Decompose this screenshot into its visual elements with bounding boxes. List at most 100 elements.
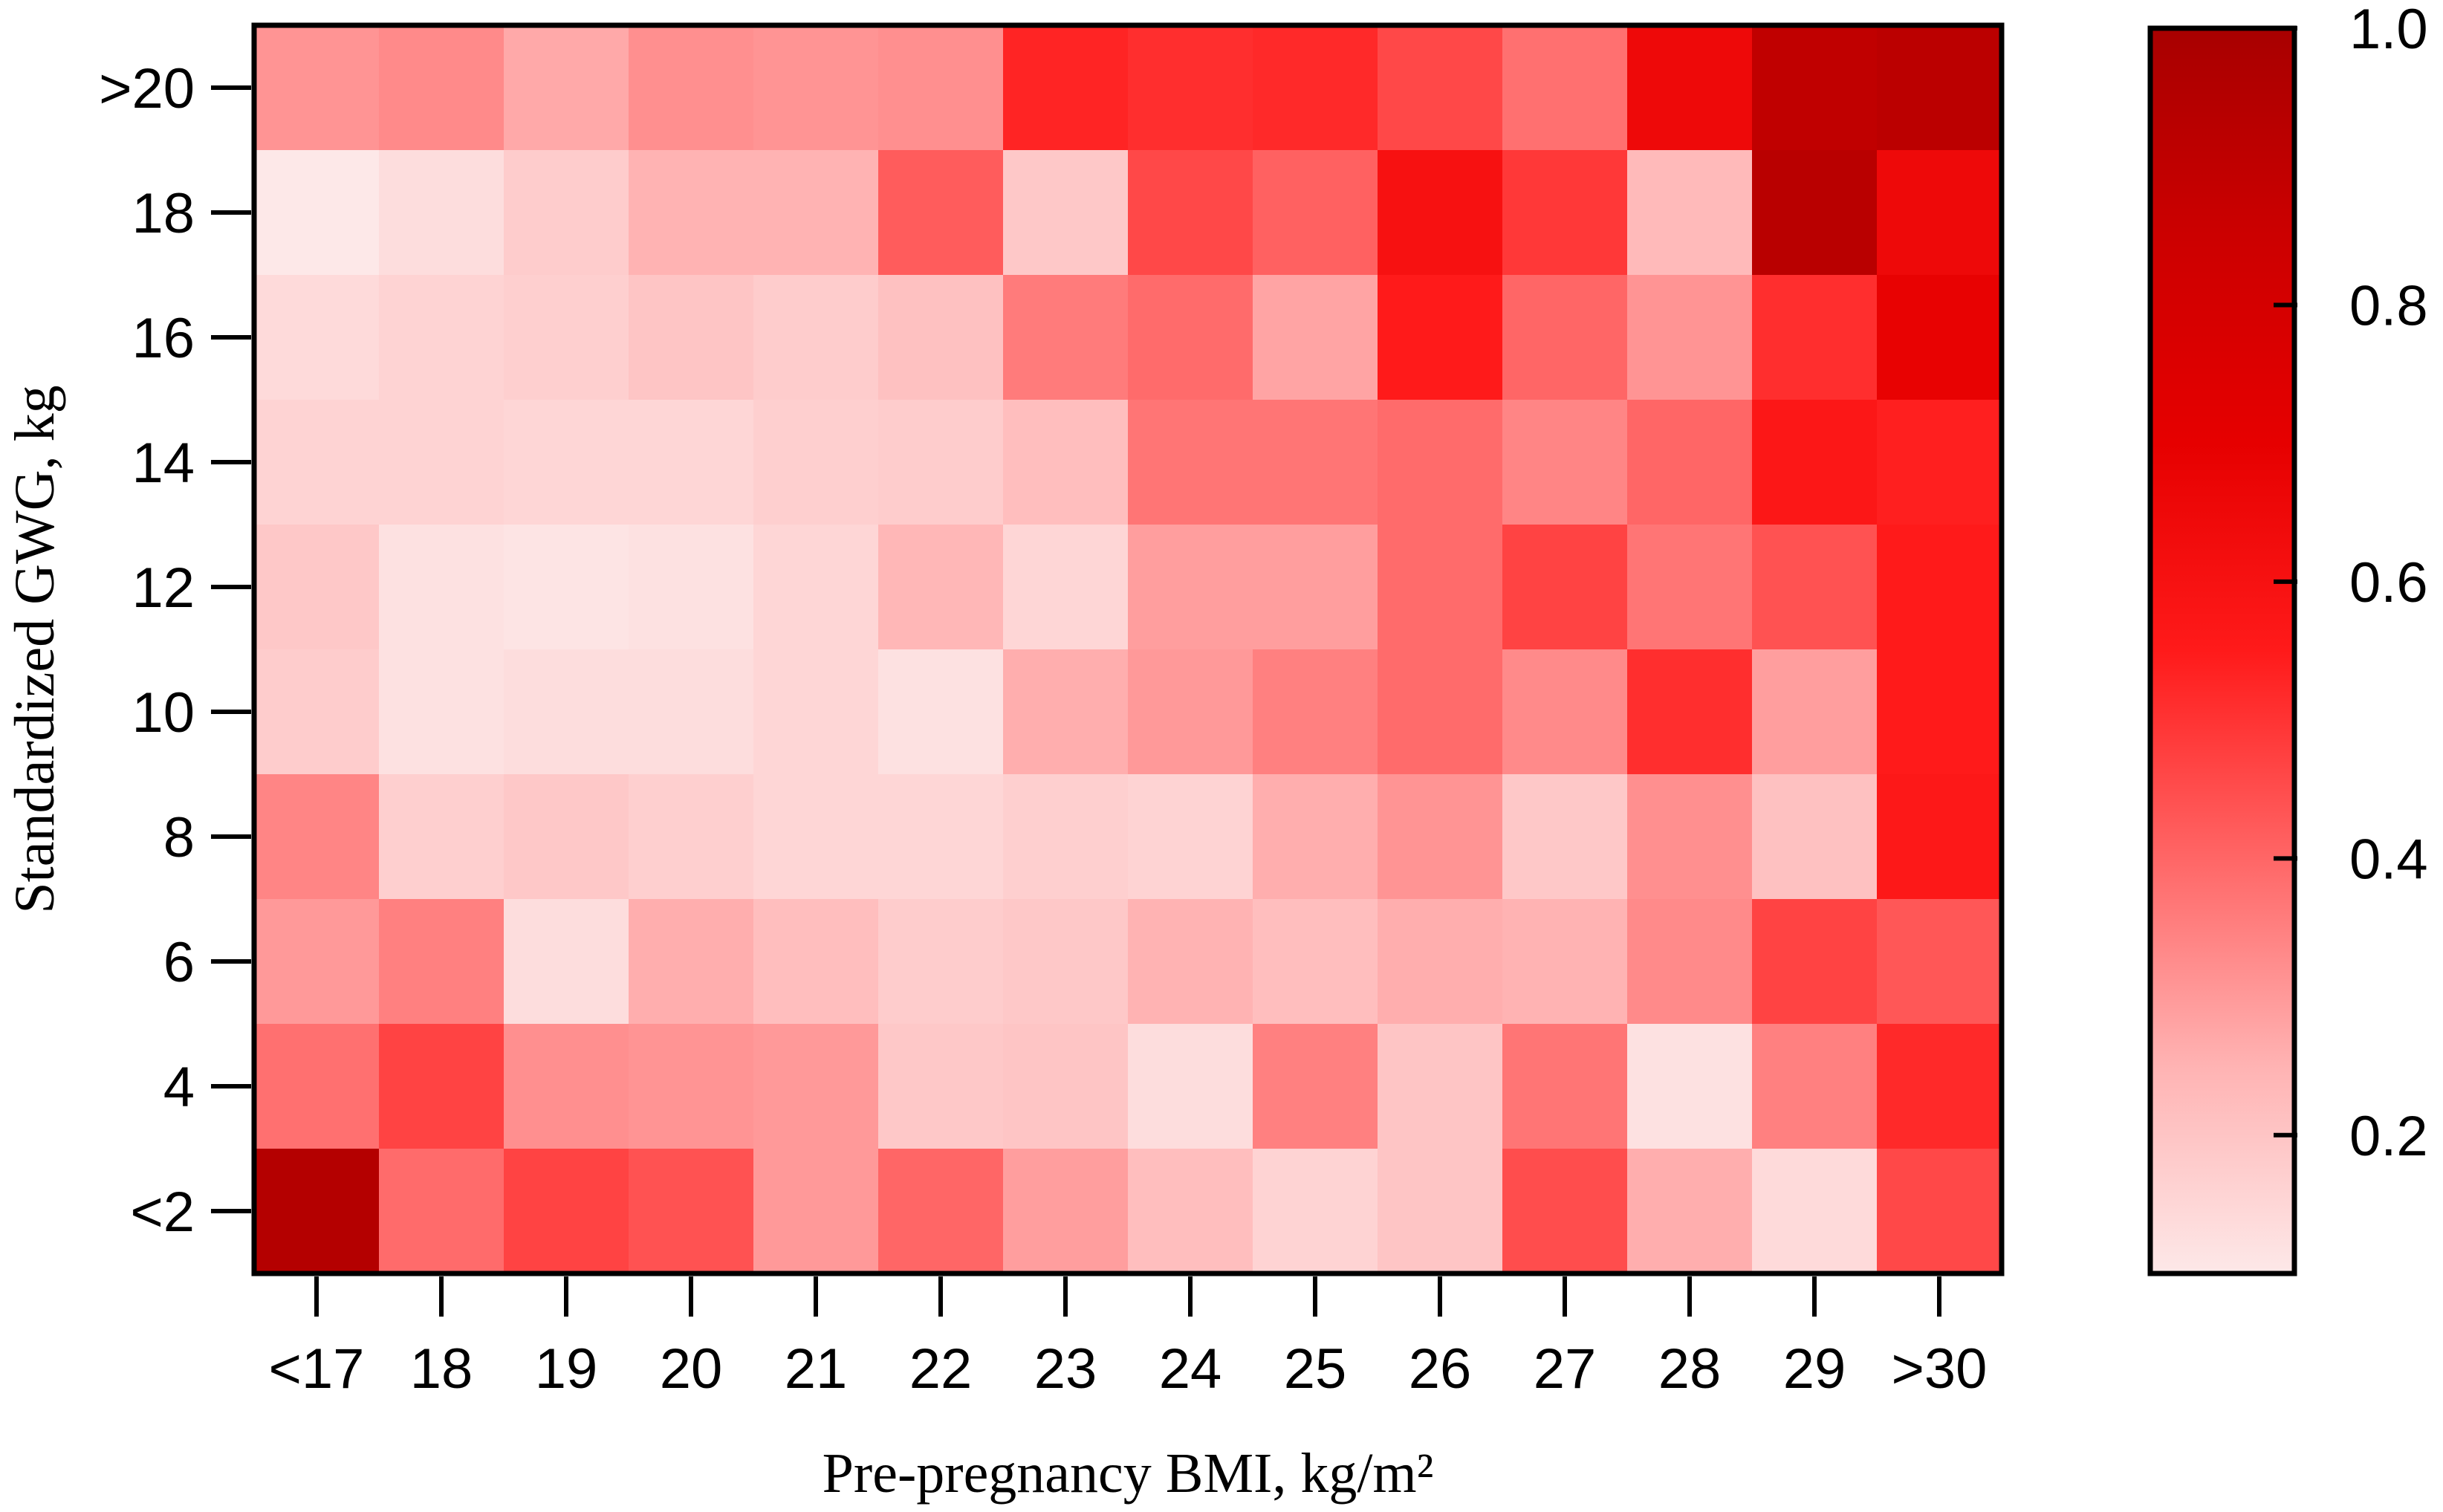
heatmap-cell [1128,25,1253,151]
heatmap-cell [379,275,505,400]
heatmap-cell [753,774,879,900]
colorbar-tick-label: 0.8 [2349,274,2428,337]
heatmap-cell [504,275,629,400]
heatmap-cell [629,150,754,276]
heatmap-cell [1128,899,1253,1025]
heatmap-cell [1502,649,1628,775]
heatmap-cell [1378,774,1503,900]
heatmap-cell [1128,1149,1253,1274]
heatmap-cell [504,774,629,900]
heatmap-cell [1752,649,1878,775]
heatmap-cell [1877,649,2002,775]
heatmap-cell [1253,275,1378,400]
x-tick-label: 28 [1658,1337,1722,1401]
heatmap-cell [1003,649,1129,775]
heatmap-cell [629,25,754,151]
heatmap-cell [1003,150,1129,276]
heatmap-cell [1253,150,1378,276]
heatmap-cell [1378,150,1503,276]
heatmap-cell [629,649,754,775]
heatmap-cell [1003,1024,1129,1149]
heatmap-cell [1627,25,1753,151]
heatmap-cell [1502,899,1628,1025]
y-axis-title: Standardized GWG, kg [4,385,66,913]
heatmap-cell [1378,1024,1503,1149]
heatmap-cell [1128,275,1253,400]
heatmap-cell [753,1024,879,1149]
x-tick-label: 21 [785,1337,848,1401]
heatmap-cell [1752,1149,1878,1274]
heatmap-cell [1502,150,1628,276]
heatmap-cell [1003,1149,1129,1274]
heatmap-cell [1627,1024,1753,1149]
heatmap-cell [878,1024,1004,1149]
heatmap-cell [504,525,629,650]
heatmap-cell [1128,774,1253,900]
heatmap-cell [1003,25,1129,151]
heatmap-cell [878,275,1004,400]
heatmap-cell [629,1024,754,1149]
heatmap-cell [878,25,1004,151]
heatmap-cell [1128,1024,1253,1149]
heatmap-cell [1378,25,1503,151]
heatmap-cell [1877,774,2002,900]
plot-frame [251,22,2005,1276]
heatmap-cell [1752,525,1878,650]
heatmap-cell [254,774,380,900]
y-tick-label: 6 [163,931,195,994]
y-tick-label: 10 [132,681,195,744]
heatmap-cell [379,899,505,1025]
heatmap-cell [1378,275,1503,400]
colorbar: 0.2 0.4 0.6 0.8 1.0 [2147,0,2428,1276]
x-tick-label: 26 [1409,1337,1472,1401]
heatmap-cell [1877,275,2002,400]
y-tick-label: 8 [163,806,195,869]
heatmap-cell [254,1149,380,1274]
heatmap-cell [1128,525,1253,650]
heatmap-cell [379,25,505,151]
heatmap-cell [1253,649,1378,775]
heatmap-cell [1378,899,1503,1025]
heatmap-cell [379,400,505,525]
heatmap-cell [379,1149,505,1274]
heatmap-cell [1253,1149,1378,1274]
heatmap-cell [878,150,1004,276]
heatmap-cell [1877,1149,2002,1274]
heatmap-cell [1627,899,1753,1025]
heatmap-cell [1003,525,1129,650]
heatmap-cell [878,1149,1004,1274]
heatmap-cell [753,525,879,650]
y-tick-label: 14 [132,432,195,495]
y-tick-label: 18 [132,182,195,245]
heatmap-cell [878,649,1004,775]
heatmap-cell [1752,275,1878,400]
heatmap-cell [254,899,380,1025]
y-tick-label: 12 [132,557,195,620]
heatmap-cell [254,649,380,775]
x-tick-label: 25 [1284,1337,1347,1401]
colorbar-ticks: 0.2 0.4 0.6 0.8 1.0 [2274,0,2428,1168]
x-tick-label: 20 [660,1337,723,1401]
heatmap-cell [1877,400,2002,525]
colorbar-tick-label: 0.2 [2349,1105,2428,1168]
heatmap-cell [629,275,754,400]
heatmap-cell [254,150,380,276]
heatmap-cell [1877,150,2002,276]
heatmap-cell [504,150,629,276]
heatmap-cell [1128,400,1253,525]
heatmap-cell [1003,774,1129,900]
y-axis: >20 18 16 14 12 10 8 6 4 <2 [99,57,251,1244]
heatmap-cell [504,899,629,1025]
x-axis: <17 18 19 20 21 22 23 24 25 26 27 28 29 >30 [269,1276,1987,1401]
heatmap-cell [1003,275,1129,400]
heatmap-cell [1627,649,1753,775]
heatmap-cell [629,899,754,1025]
heatmap-cell [1502,525,1628,650]
heatmap-cell [1752,400,1878,525]
heatmap-cell [379,774,505,900]
heatmap-cell [1003,400,1129,525]
heatmap-cell [1502,1024,1628,1149]
heatmap-cell [753,899,879,1025]
